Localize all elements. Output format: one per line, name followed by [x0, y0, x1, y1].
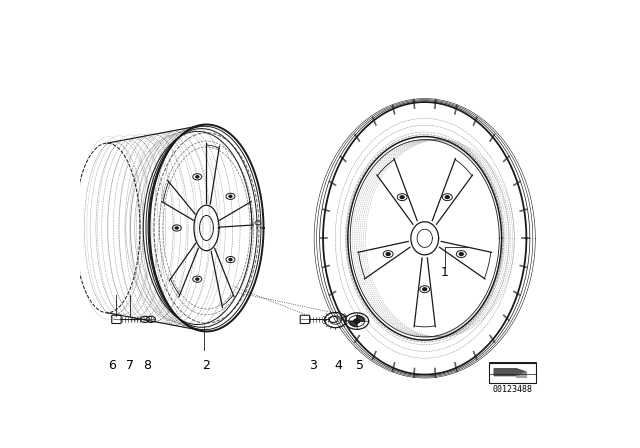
Polygon shape — [516, 372, 526, 377]
Polygon shape — [356, 315, 365, 321]
Circle shape — [196, 176, 199, 178]
Text: 8: 8 — [143, 359, 151, 372]
Circle shape — [423, 288, 427, 291]
Polygon shape — [494, 369, 526, 375]
Circle shape — [175, 227, 179, 229]
Polygon shape — [349, 321, 356, 327]
FancyBboxPatch shape — [112, 315, 121, 323]
Text: 3: 3 — [309, 359, 317, 372]
Text: 7: 7 — [125, 359, 134, 372]
Circle shape — [229, 258, 232, 261]
Circle shape — [196, 278, 199, 280]
Circle shape — [445, 196, 449, 198]
Text: 4: 4 — [334, 359, 342, 372]
Circle shape — [400, 196, 404, 198]
Circle shape — [460, 253, 463, 255]
FancyBboxPatch shape — [300, 315, 310, 323]
Bar — [489, 363, 536, 383]
Circle shape — [354, 319, 360, 323]
Text: 6: 6 — [108, 359, 116, 372]
Text: 2: 2 — [202, 359, 211, 372]
Text: 5: 5 — [356, 359, 364, 372]
Circle shape — [229, 195, 232, 198]
Text: 1: 1 — [440, 266, 449, 279]
Circle shape — [386, 253, 390, 255]
Text: 00123488: 00123488 — [493, 385, 532, 394]
